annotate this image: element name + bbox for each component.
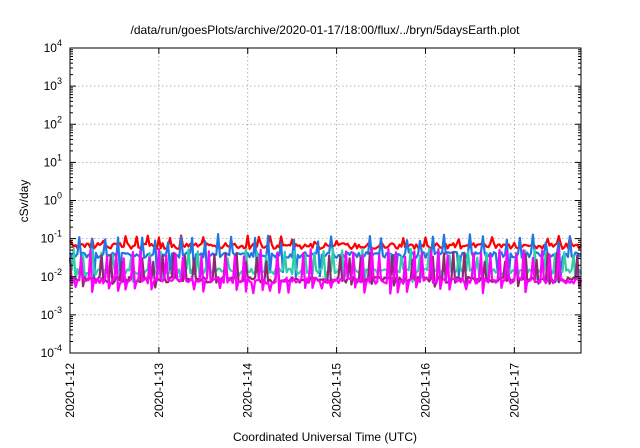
x-tick-label: 2020-1-15 — [330, 363, 344, 418]
y-axis-label: cSv/day — [17, 180, 31, 223]
x-axis-label: Coordinated Universal Time (UTC) — [233, 430, 417, 444]
series-line — [69, 247, 582, 295]
y-tick-label: 101 — [44, 152, 62, 169]
x-tick-label: 2020-1-14 — [241, 363, 255, 418]
y-tick-label: 103 — [44, 76, 62, 93]
y-tick-label: 10-4 — [41, 343, 62, 360]
grid — [70, 48, 581, 353]
series-line — [68, 233, 582, 279]
x-tick-label: 2020-1-16 — [418, 363, 432, 418]
series-layer — [68, 233, 583, 295]
y-tick-label: 102 — [44, 114, 62, 131]
y-tick-label: 104 — [44, 38, 62, 55]
y-tick-label: 10-1 — [41, 229, 62, 246]
axis-ticks: 10-4 10-3 10-2 10-1 100 101 102 103 104 2020-1-12… — [41, 38, 581, 418]
x-tick-label: 2020-1-17 — [507, 363, 521, 418]
x-tick-label: 2020-1-13 — [152, 363, 166, 418]
x-tick-label: 2020-1-12 — [63, 363, 77, 418]
series-line — [69, 234, 582, 250]
series-line — [68, 251, 583, 289]
y-tick-label: 100 — [44, 191, 62, 208]
y-tick-label: 10-3 — [41, 305, 62, 322]
y-tick-label: 10-2 — [41, 267, 62, 284]
chart-title: /data/run/goesPlots/archive/2020-01-17/1… — [131, 23, 521, 37]
